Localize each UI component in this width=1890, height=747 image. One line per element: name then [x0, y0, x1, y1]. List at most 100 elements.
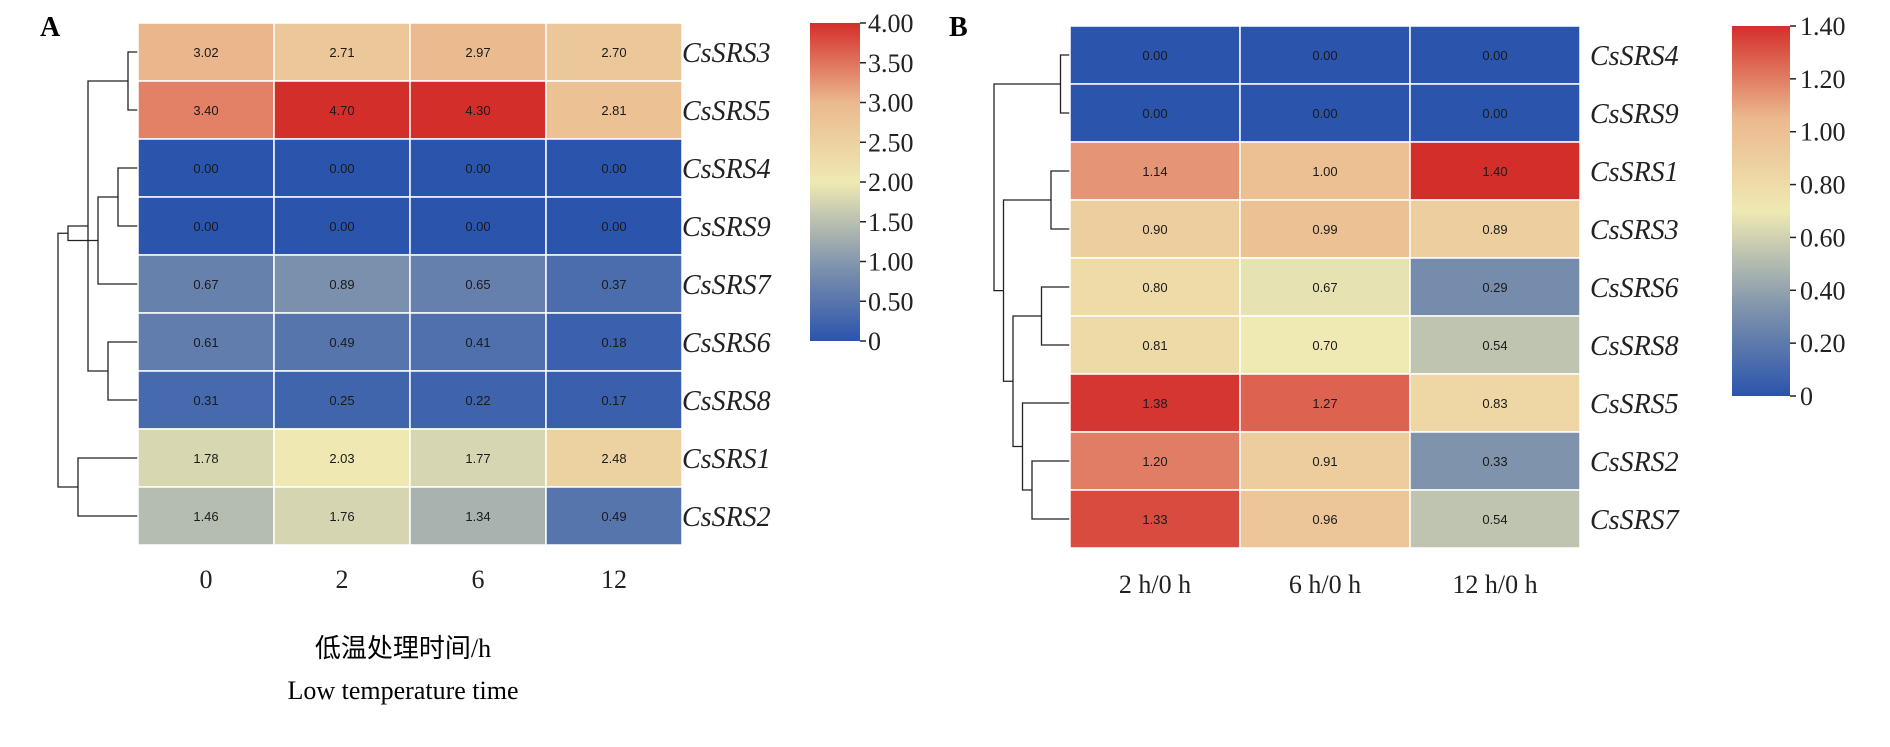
cell-value-label: 1.38	[1142, 396, 1167, 411]
dendrogram-branch	[107, 341, 138, 401]
cell-value-label: 1.33	[1142, 512, 1167, 527]
row-labels-a: CsSRS3 CsSRS5 CsSRS4 CsSRS9 CsSRS7 CsSRS6 CsSR…	[682, 38, 772, 533]
row-label: CsSRS4	[682, 154, 771, 185]
cell-value-label: 0.49	[329, 335, 354, 350]
row-label: CsSRS5	[1590, 389, 1679, 420]
cell-value-label: 0.67	[1312, 280, 1337, 295]
cell-value-label: 1.46	[193, 509, 218, 524]
cell-value-label: 0.49	[601, 509, 626, 524]
cell-value-label: 0.37	[601, 277, 626, 292]
heatmap-cells-a: 3.02 2.71 2.97 2.70 3.40 4.70 4.30 2.81 0.00 0.00…	[137, 22, 683, 546]
heatmap-cell	[137, 22, 275, 82]
heatmap-cell	[1409, 83, 1581, 143]
cell-value-label: 0.00	[329, 161, 354, 176]
cell-value-label: 0.67	[193, 277, 218, 292]
colorbar-tick-label: 1.20	[1800, 65, 1846, 94]
colorbar-tick-label: 2.50	[868, 128, 914, 157]
cell-value-label: 0.00	[1482, 48, 1507, 63]
dendrogram-branch	[117, 167, 138, 227]
heatmap-cell	[1069, 83, 1241, 143]
heatmap-cell	[1069, 431, 1241, 491]
dendrogram-branch	[1021, 402, 1070, 491]
dendrogram-branch	[1002, 199, 1051, 382]
colorbar-ticks-a: 4.00 3.50 3.00 2.50 2.00 1.50 1.00 0.50 0	[860, 9, 914, 356]
cell-value-label: 4.70	[329, 103, 354, 118]
x-axis-title-zh: 低温处理时间/h	[315, 634, 491, 663]
cell-value-label: 0.70	[1312, 338, 1337, 353]
row-label: CsSRS6	[1590, 273, 1679, 304]
cell-value-label: 0.00	[1312, 106, 1337, 121]
heatmap-cell	[1069, 489, 1241, 549]
cell-value-label: 0.18	[601, 335, 626, 350]
heatmap-cell	[1409, 373, 1581, 433]
row-label: CsSRS5	[682, 96, 771, 127]
cell-value-label: 2.81	[601, 103, 626, 118]
x-tick-label: 6	[472, 565, 485, 594]
heatmap-cell	[545, 254, 683, 314]
cell-value-label: 0.00	[1312, 48, 1337, 63]
cell-value-label: 0.81	[1142, 338, 1167, 353]
cell-value-label: 2.97	[465, 45, 490, 60]
cell-value-label: 0.17	[601, 393, 626, 408]
dendrogram-branch	[1031, 460, 1070, 520]
heatmap-panel-b: B 0.00 0.00 0.000.00 0.00 0.001.14 1.00 1.400.…	[949, 12, 1846, 599]
heatmap-cell	[409, 196, 547, 256]
cell-value-label: 0.31	[193, 393, 218, 408]
x-tick-label: 12	[601, 565, 627, 594]
heatmap-cell	[545, 138, 683, 198]
colorbar-tick-label: 2.00	[868, 168, 914, 197]
heatmap-cell	[1409, 141, 1581, 201]
dendrogram-branch	[1050, 170, 1070, 230]
heatmap-cell	[273, 312, 411, 372]
colorbar-tick-label: 4.00	[868, 9, 914, 38]
cell-value-label: 0.96	[1312, 512, 1337, 527]
colorbar-a	[810, 23, 860, 341]
cell-value-label: 0.00	[193, 219, 218, 234]
panel-label-a: A	[40, 12, 61, 43]
cell-value-label: 1.77	[465, 451, 490, 466]
cell-value-label: 1.20	[1142, 454, 1167, 469]
heatmap-cell	[273, 80, 411, 140]
cell-value-label: 0.61	[193, 335, 218, 350]
row-label: CsSRS2	[682, 502, 771, 533]
heatmap-cell	[1409, 199, 1581, 259]
colorbar-tick-label: 3.00	[868, 89, 914, 118]
cell-value-label: 0.00	[1142, 48, 1167, 63]
heatmap-cell	[409, 486, 547, 546]
cell-value-label: 0.99	[1312, 222, 1337, 237]
cell-value-label: 0.54	[1482, 512, 1507, 527]
heatmap-cell	[409, 22, 547, 82]
heatmap-cell	[1239, 431, 1411, 491]
cell-value-label: 0.00	[601, 219, 626, 234]
dendrogram-a	[57, 51, 138, 517]
heatmap-cell	[1409, 257, 1581, 317]
colorbar-tick-label: 0	[1800, 382, 1813, 411]
heatmap-cell	[1069, 25, 1241, 85]
cell-value-label: 0.89	[329, 277, 354, 292]
dendrogram-branch	[993, 83, 1061, 292]
row-label: CsSRS6	[682, 328, 771, 359]
heatmap-cell	[137, 486, 275, 546]
heatmap-cell	[1239, 83, 1411, 143]
colorbar-tick-label: 0.40	[1800, 276, 1846, 305]
cell-value-label: 1.34	[465, 509, 490, 524]
row-label: CsSRS9	[682, 212, 771, 243]
cell-value-label: 0.25	[329, 393, 354, 408]
cell-value-label: 1.76	[329, 509, 354, 524]
cell-value-label: 0.22	[465, 393, 490, 408]
cell-value-label: 0.33	[1482, 454, 1507, 469]
row-label: CsSRS3	[682, 38, 771, 69]
heatmap-cell	[545, 312, 683, 372]
row-label: CsSRS1	[682, 444, 771, 475]
cell-value-label: 0.83	[1482, 396, 1507, 411]
dendrogram-branch	[77, 457, 138, 517]
heatmap-cell	[545, 196, 683, 256]
cell-value-label: 0.65	[465, 277, 490, 292]
cell-value-label: 0.91	[1312, 454, 1337, 469]
x-tick-label: 0	[200, 565, 213, 594]
x-tick-labels-b: 2 h/0 h 6 h/0 h 12 h/0 h	[1119, 570, 1538, 599]
colorbar-tick-label: 0.20	[1800, 329, 1846, 358]
cell-value-label: 0.00	[193, 161, 218, 176]
colorbar-tick-label: 1.00	[1800, 118, 1846, 147]
